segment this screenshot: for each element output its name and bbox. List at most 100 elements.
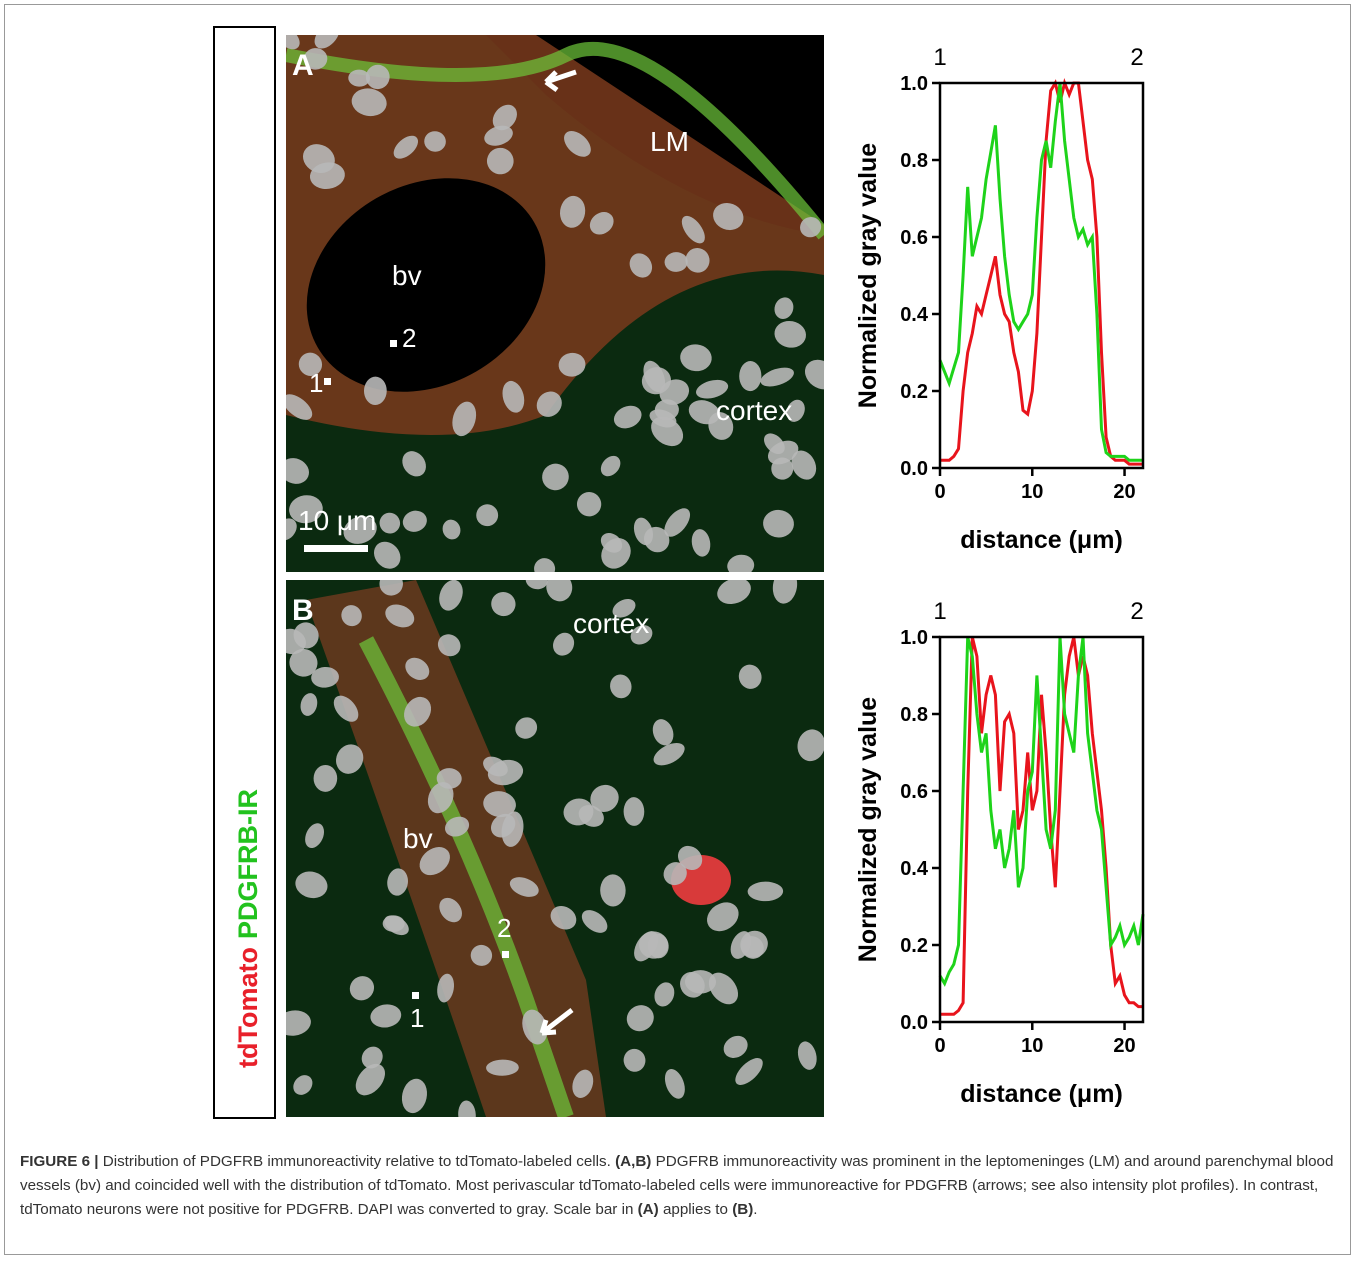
nucleus (365, 64, 390, 90)
caption-segment: . (753, 1201, 758, 1218)
nucleus (601, 538, 631, 569)
y-tick-label: 0.0 (900, 458, 928, 480)
x-tick-label: 20 (1113, 1035, 1135, 1057)
nucleus (708, 972, 739, 1005)
region-label: cortex (716, 395, 792, 426)
x-tick-label: 20 (1113, 481, 1135, 503)
nucleus (559, 195, 586, 228)
y-tick-label: 0.8 (900, 704, 928, 726)
nucleus (680, 344, 712, 372)
side-label-box (213, 26, 276, 1119)
nucleus (727, 554, 755, 572)
nucleus (600, 874, 626, 907)
nucleus (735, 1058, 763, 1086)
nucleus (298, 352, 323, 376)
x-tick-label: 0 (934, 1035, 945, 1057)
nucleus (542, 463, 569, 491)
nucleus (486, 147, 514, 175)
micrograph-content (286, 35, 824, 572)
nucleus (501, 811, 524, 847)
vessel-lumen (306, 178, 546, 392)
region-label: LM (650, 126, 689, 157)
region-label: bv (403, 823, 433, 854)
micrograph-a: A LM bv cortex 1 2 10 μm (286, 35, 824, 572)
series-line (938, 636, 1145, 987)
nucleus (483, 791, 516, 818)
nucleus (286, 35, 300, 50)
nucleus (684, 970, 717, 994)
point-marker (390, 340, 397, 347)
nucleus (295, 871, 328, 899)
scale-bar-label: 10 μm (298, 505, 376, 536)
nucleus (626, 1005, 654, 1032)
nucleus (797, 1041, 817, 1070)
nucleus (747, 881, 784, 902)
nucleus (800, 216, 822, 238)
nucleus (525, 580, 548, 590)
nucleus (550, 906, 577, 930)
caption-segment: (A) (637, 1201, 659, 1218)
point-label: 2 (497, 913, 511, 943)
nucleus (373, 541, 401, 569)
nucleus (638, 931, 669, 959)
annotation: 2 (1130, 598, 1143, 625)
nucleus (515, 717, 538, 739)
nucleus (436, 768, 462, 789)
arrow (544, 69, 577, 93)
nucleus (341, 605, 362, 627)
nucleus (470, 944, 493, 966)
point-label: 1 (309, 368, 323, 398)
nucleus (572, 1069, 594, 1098)
x-axis-label: distance (μm) (960, 1080, 1123, 1108)
nucleus (363, 376, 387, 405)
nucleus (717, 580, 751, 605)
nucleus (610, 674, 632, 699)
chart-b: 0.0 0.2 0.4 0.6 0.8 1.0 0 10 20 1 2 distance (μm) No… (854, 598, 1145, 1108)
nucleus (385, 604, 415, 628)
series-line (938, 82, 1143, 462)
nucleus (286, 458, 309, 484)
nucleus (458, 1100, 476, 1117)
y-tick-label: 1.0 (900, 73, 928, 95)
nucleus (600, 455, 621, 477)
nucleus (772, 580, 798, 604)
nucleus (355, 1063, 385, 1096)
chart-a: 0.0 0.2 0.4 0.6 0.8 1.0 0 10 20 1 2 distance (μm) No… (854, 44, 1145, 554)
nucleus (476, 504, 499, 527)
y-tick-label: 0.2 (900, 935, 928, 957)
nucleus (349, 976, 375, 1001)
nucleus (691, 529, 711, 557)
nucleus (623, 797, 645, 826)
nucleus (564, 131, 591, 157)
annotation: 2 (1130, 44, 1143, 71)
point-marker (412, 992, 419, 999)
nucleus (286, 394, 313, 420)
x-tick-label: 0 (934, 481, 945, 503)
nucleus (659, 379, 690, 405)
x-axis-label: distance (μm) (960, 526, 1123, 554)
nucleus (612, 599, 636, 618)
nucleus (630, 625, 653, 645)
figure-frame (4, 4, 1351, 1255)
nucleus (333, 695, 359, 722)
nucleus (286, 1010, 311, 1036)
y-tick-label: 0.4 (900, 858, 929, 880)
nucleus (713, 202, 744, 231)
nucleus (589, 212, 614, 235)
nucleus (791, 450, 817, 480)
nucleus (286, 518, 297, 541)
nucleus (730, 931, 752, 959)
y-tick-label: 0.6 (900, 781, 928, 803)
nucleus (558, 352, 586, 377)
scale-bar (304, 545, 368, 552)
nucleus (492, 104, 517, 131)
nucleus (361, 1046, 383, 1069)
nucleus (439, 897, 462, 923)
nucleus (439, 580, 463, 611)
nucleus (300, 693, 318, 716)
nucleus (677, 845, 703, 870)
point-label: 2 (402, 323, 416, 353)
caption: FIGURE 6 | Distribution of PDGFRB immuno… (20, 1150, 1338, 1222)
nucleus (286, 628, 306, 655)
nucleus (370, 1004, 402, 1028)
